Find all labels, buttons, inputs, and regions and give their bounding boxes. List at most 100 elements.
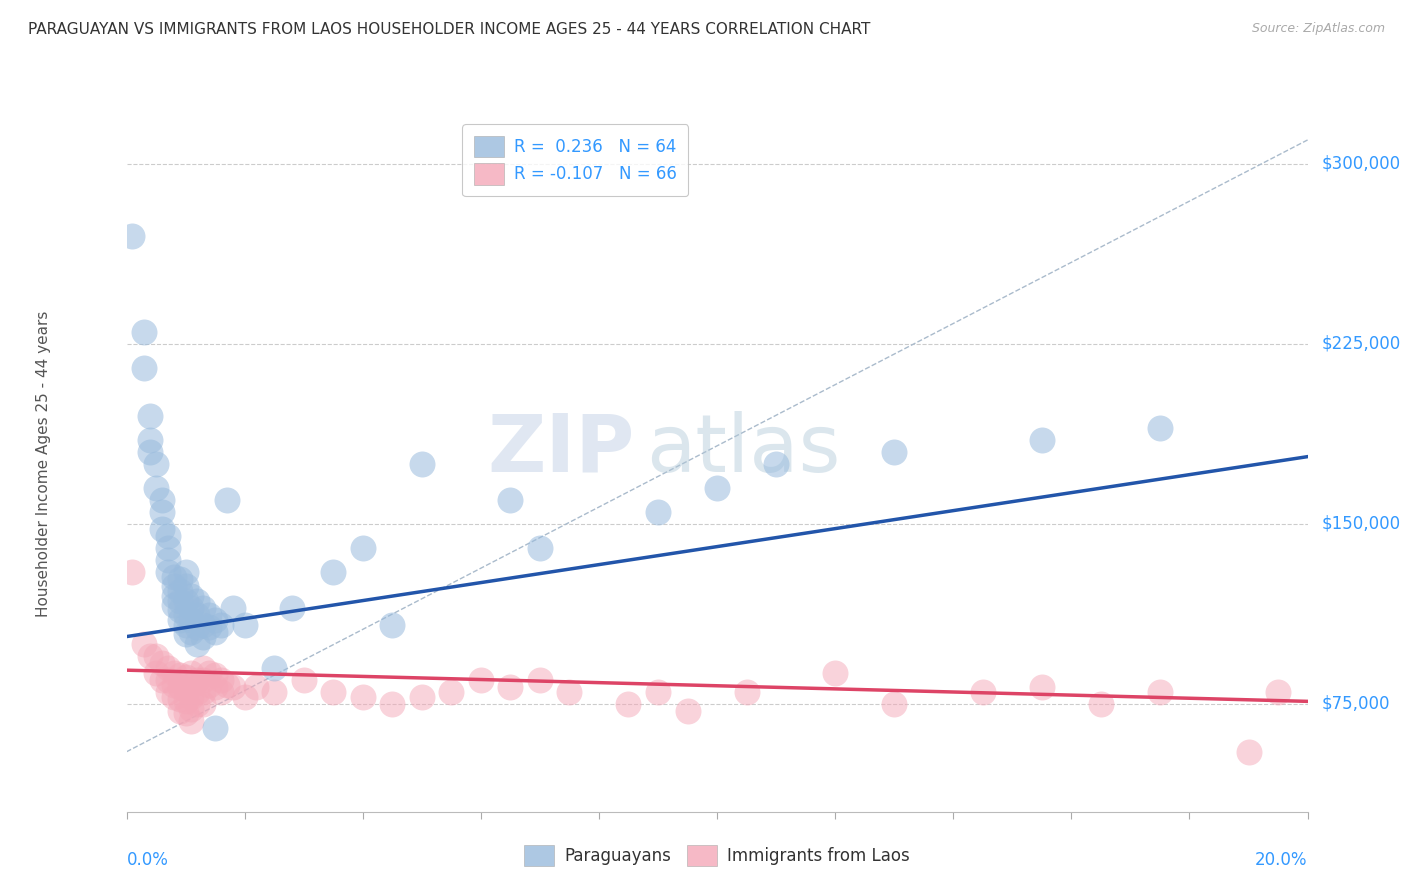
- Point: [1149, 421, 1171, 435]
- Point: [145, 648, 167, 663]
- Point: [529, 541, 551, 555]
- Point: [186, 593, 208, 607]
- Point: [174, 617, 197, 632]
- Point: [193, 661, 215, 675]
- Point: [322, 565, 344, 579]
- Point: [150, 522, 173, 536]
- Point: [163, 690, 186, 704]
- Point: [1031, 680, 1053, 694]
- Point: [180, 690, 202, 704]
- Point: [139, 433, 162, 447]
- Point: [145, 457, 167, 471]
- Point: [233, 617, 256, 632]
- Point: [174, 682, 197, 697]
- Point: [169, 584, 191, 599]
- Point: [193, 697, 215, 711]
- Point: [647, 505, 669, 519]
- Text: 20.0%: 20.0%: [1256, 851, 1308, 869]
- Point: [972, 685, 994, 699]
- Point: [499, 492, 522, 507]
- Text: $150,000: $150,000: [1322, 515, 1400, 533]
- Text: $225,000: $225,000: [1322, 334, 1400, 353]
- Point: [156, 661, 179, 675]
- Point: [139, 409, 162, 423]
- Point: [1031, 433, 1053, 447]
- Point: [411, 690, 433, 704]
- Point: [121, 228, 143, 243]
- Point: [156, 673, 179, 687]
- Point: [186, 620, 208, 634]
- Point: [174, 579, 197, 593]
- Point: [186, 697, 208, 711]
- Point: [617, 697, 640, 711]
- Point: [193, 673, 215, 687]
- Point: [706, 481, 728, 495]
- Point: [198, 665, 221, 680]
- Point: [765, 457, 787, 471]
- Point: [169, 680, 191, 694]
- Point: [174, 607, 197, 622]
- Point: [150, 673, 173, 687]
- Point: [134, 637, 156, 651]
- Point: [499, 680, 522, 694]
- Point: [163, 677, 186, 691]
- Text: Source: ZipAtlas.com: Source: ZipAtlas.com: [1251, 22, 1385, 36]
- Point: [174, 706, 197, 721]
- Point: [180, 624, 202, 639]
- Point: [198, 677, 221, 691]
- Point: [156, 565, 179, 579]
- Point: [193, 617, 215, 632]
- Point: [322, 685, 344, 699]
- Point: [222, 600, 245, 615]
- Text: Householder Income Ages 25 - 44 years: Householder Income Ages 25 - 44 years: [37, 310, 52, 617]
- Point: [204, 668, 226, 682]
- Point: [180, 613, 202, 627]
- Point: [163, 599, 186, 613]
- Point: [470, 673, 492, 687]
- Point: [209, 617, 232, 632]
- Point: [169, 572, 191, 586]
- Point: [352, 541, 374, 555]
- Point: [558, 685, 581, 699]
- Point: [139, 445, 162, 459]
- Point: [186, 637, 208, 651]
- Point: [180, 589, 202, 603]
- Point: [169, 704, 191, 718]
- Point: [121, 565, 143, 579]
- Point: [145, 481, 167, 495]
- Point: [233, 690, 256, 704]
- Point: [198, 620, 221, 634]
- Point: [824, 665, 846, 680]
- Text: atlas: atlas: [647, 411, 841, 489]
- Point: [204, 721, 226, 735]
- Point: [169, 613, 191, 627]
- Point: [150, 656, 173, 670]
- Point: [440, 685, 463, 699]
- Text: $75,000: $75,000: [1322, 695, 1391, 713]
- Point: [156, 529, 179, 543]
- Point: [411, 457, 433, 471]
- Point: [204, 613, 226, 627]
- Point: [222, 680, 245, 694]
- Text: $300,000: $300,000: [1322, 155, 1400, 173]
- Point: [174, 565, 197, 579]
- Point: [215, 492, 238, 507]
- Point: [198, 607, 221, 622]
- Point: [204, 680, 226, 694]
- Text: PARAGUAYAN VS IMMIGRANTS FROM LAOS HOUSEHOLDER INCOME AGES 25 - 44 YEARS CORRELA: PARAGUAYAN VS IMMIGRANTS FROM LAOS HOUSE…: [28, 22, 870, 37]
- Point: [174, 670, 197, 684]
- Point: [281, 600, 304, 615]
- Point: [163, 665, 186, 680]
- Point: [204, 624, 226, 639]
- Point: [209, 685, 232, 699]
- Point: [676, 704, 699, 718]
- Point: [163, 589, 186, 603]
- Point: [156, 553, 179, 567]
- Point: [263, 661, 285, 675]
- Point: [381, 697, 404, 711]
- Point: [186, 685, 208, 699]
- Point: [647, 685, 669, 699]
- Point: [156, 541, 179, 555]
- Point: [145, 665, 167, 680]
- Point: [169, 692, 191, 706]
